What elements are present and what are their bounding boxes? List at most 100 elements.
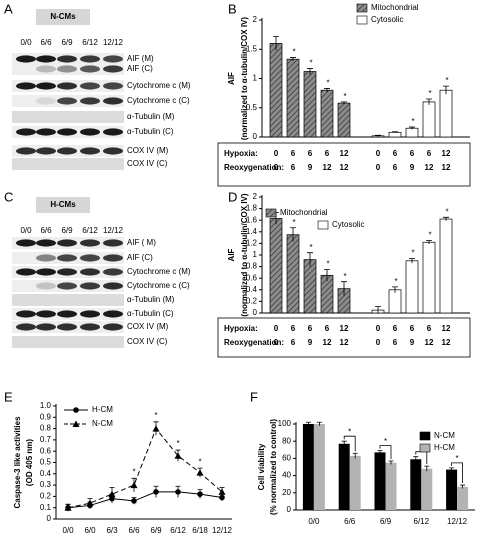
error-bar	[409, 258, 415, 264]
bar	[286, 58, 300, 138]
bar	[385, 462, 397, 510]
table-value: 6	[393, 338, 398, 347]
blot-band	[80, 97, 100, 105]
blot-band	[57, 310, 77, 318]
blot-title: N-CMs	[50, 12, 76, 21]
table-value: 0	[274, 149, 279, 158]
significance: *	[292, 218, 295, 227]
y-tick-label: 1.0	[40, 401, 52, 410]
table-value: 6	[308, 149, 313, 158]
significance: *	[326, 79, 329, 88]
y-tick-label: 40	[282, 471, 291, 480]
y-tick-label: 2	[253, 192, 258, 201]
blot-band	[36, 268, 56, 276]
y-tick-label: 0	[287, 505, 292, 514]
legend-swatch	[356, 15, 368, 25]
significance: *	[394, 277, 397, 286]
blot-row-label: AIF (M)	[127, 54, 154, 63]
x-tick-label: 12/12	[447, 517, 468, 526]
table-value: 6	[291, 324, 296, 333]
blot-band	[36, 282, 56, 290]
significance: *	[428, 89, 431, 98]
blot-band	[57, 128, 77, 136]
legend-swatch	[419, 431, 431, 441]
blot-band	[103, 128, 123, 136]
y-tick-label: 0.6	[40, 446, 52, 455]
table-row-label: Reoxygenation:	[224, 163, 284, 172]
error-bar	[307, 68, 313, 75]
bar	[269, 43, 283, 138]
lane-label: 6/12	[82, 226, 98, 235]
bar	[388, 289, 402, 314]
y-tick-label: 0.5	[40, 458, 52, 467]
significance: *	[326, 260, 329, 269]
y-tick-label: 0.7	[40, 435, 52, 444]
table-value: 6	[410, 324, 415, 333]
bar	[405, 127, 419, 138]
error-bar	[424, 465, 430, 472]
bar	[374, 452, 386, 510]
blot-band	[36, 147, 56, 155]
blot-band	[57, 254, 77, 262]
significance: *	[445, 76, 448, 85]
blot-band	[36, 254, 56, 262]
blot-band	[57, 55, 77, 63]
y-tick-label: 0.8	[246, 262, 258, 271]
bar	[405, 260, 419, 314]
blot-band	[57, 97, 77, 105]
panel-letter: C	[4, 189, 13, 204]
y-axis-label: AIF	[227, 72, 236, 85]
x-tick-label: 6/18	[192, 526, 208, 535]
blot-row-label: Cytochrome c (M)	[127, 267, 191, 276]
point	[219, 494, 225, 501]
panel-letter: A	[4, 1, 13, 16]
panel-letter: B	[228, 1, 237, 16]
table-row-label: Reoxygenation:	[224, 338, 284, 347]
table-value: 9	[308, 163, 313, 172]
significance: *	[428, 231, 431, 240]
legend-label: N-CM	[434, 431, 455, 440]
blot-row-label: Cytochrome c (C)	[127, 281, 190, 290]
significance-bracket	[451, 462, 463, 484]
legend-swatch	[265, 208, 277, 218]
legend-label: N-CM	[92, 419, 113, 428]
blot-band	[80, 239, 100, 247]
significance: *	[198, 457, 201, 466]
point	[196, 469, 204, 476]
blot-band	[80, 82, 100, 90]
lane-label: 12/12	[103, 226, 124, 235]
error-bar	[449, 467, 455, 472]
blot-band	[103, 239, 123, 247]
y-tick-label: 0.9	[40, 412, 52, 421]
blot-row-label: AIF (C)	[127, 253, 153, 262]
table-value: 6	[427, 324, 432, 333]
y-tick-label: 0.4	[40, 469, 52, 478]
bar	[439, 218, 453, 314]
y-tick-label: 0	[253, 132, 258, 141]
lane-label: 6/6	[40, 38, 52, 47]
error-bar	[413, 456, 419, 462]
significance: *	[343, 92, 346, 101]
y-tick-label: 1	[253, 250, 258, 259]
y-axis-label: AIF	[227, 248, 236, 261]
blot-row-label: α-Tubulin (C)	[127, 309, 174, 318]
y-tick-label: 60	[282, 454, 291, 463]
error-bar	[392, 286, 398, 293]
table-value: 0	[274, 338, 279, 347]
error-bar	[460, 484, 466, 489]
x-tick-label: 6/9	[150, 526, 162, 535]
legend-swatch	[419, 443, 431, 453]
point	[174, 452, 182, 459]
table-value: 9	[308, 338, 313, 347]
significance-bracket	[343, 435, 356, 452]
blot-band	[16, 128, 36, 136]
significance: *	[445, 207, 448, 216]
x-tick-label: 12/12	[212, 526, 233, 535]
legend-label: Mitochondrial	[371, 3, 419, 12]
error-bar	[388, 460, 394, 465]
bar	[313, 424, 325, 510]
table-value: 12	[442, 163, 451, 172]
x-tick-label: 6/12	[170, 526, 186, 535]
significance: *	[309, 59, 312, 68]
blot-strip	[12, 111, 124, 123]
